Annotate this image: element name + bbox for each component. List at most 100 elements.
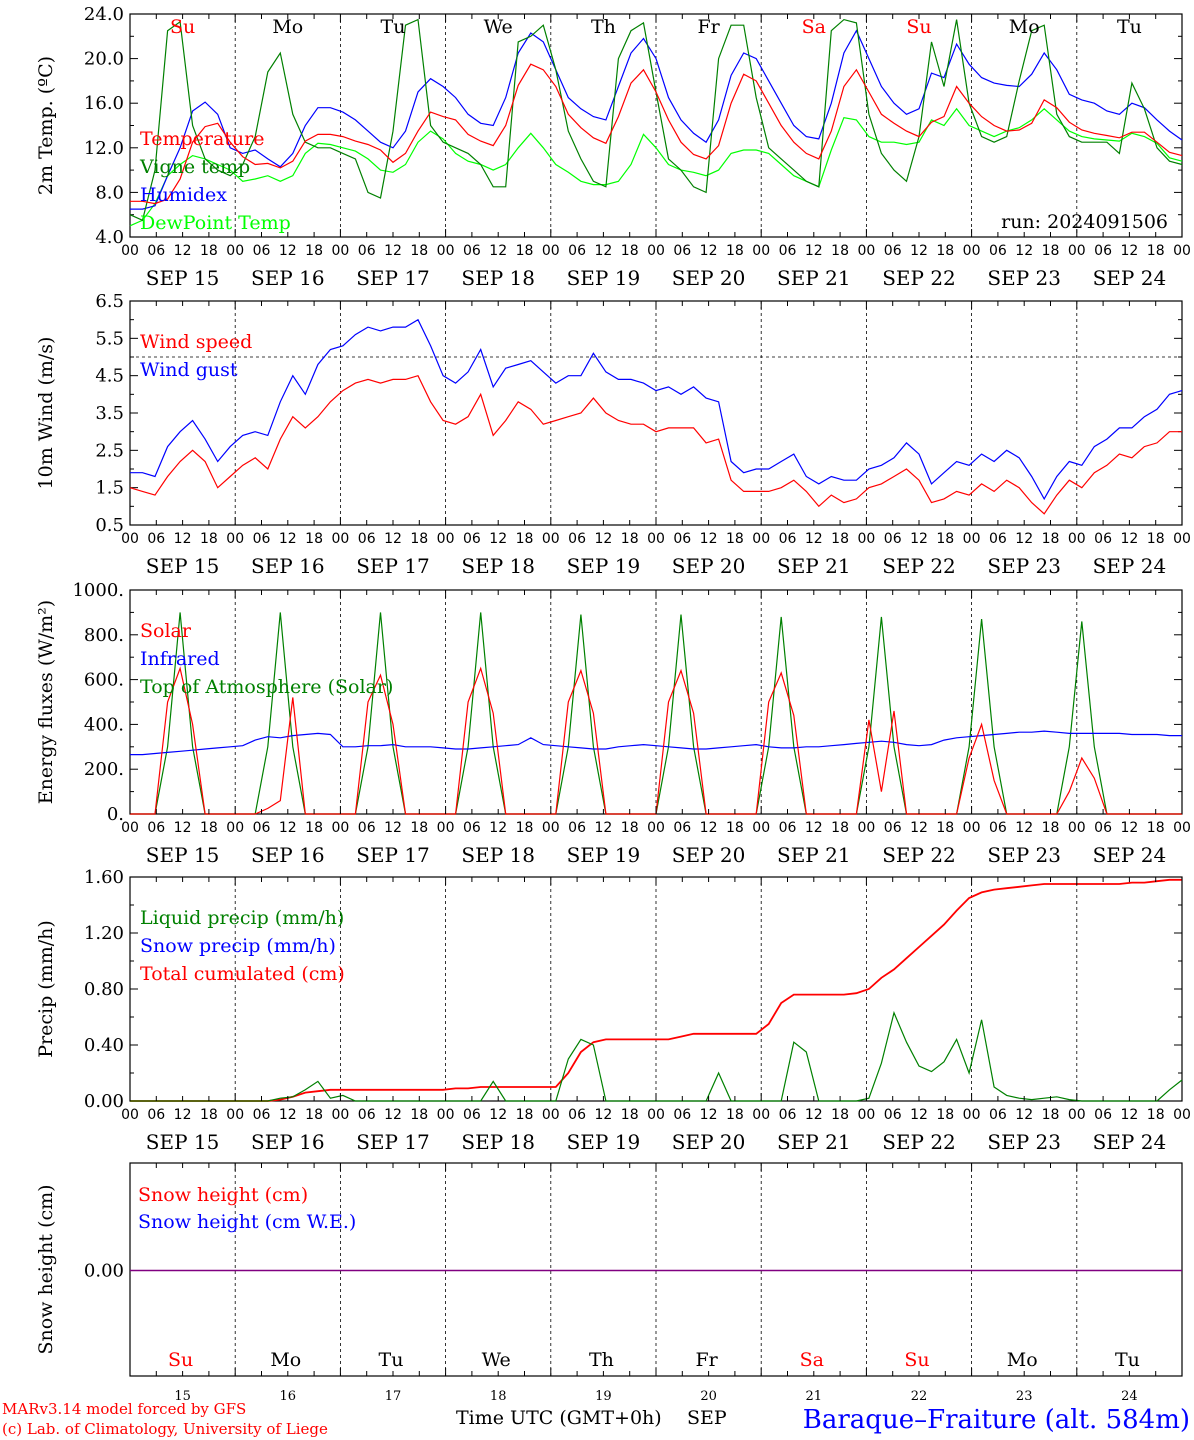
day-name-top: Tu [381,16,406,38]
date-label: SEP 22 [882,266,956,290]
hour-tick-label: 18 [305,1107,323,1123]
y-tick-label: 200. [84,759,124,780]
hour-tick-label: 00 [1173,243,1191,259]
hour-tick-label: 06 [463,243,481,259]
hour-tick-label: 12 [1120,820,1138,836]
hour-tick-label: 06 [884,531,902,547]
bottom-day-number: 16 [280,1389,297,1404]
hour-tick-label: 12 [805,820,823,836]
hour-tick-label: 18 [1042,820,1060,836]
date-label: SEP 18 [461,843,535,867]
day-name-top: Tu [1117,16,1142,38]
hour-tick-label: 18 [936,820,954,836]
y-tick-label: 1.20 [84,923,124,944]
hour-tick-label: 00 [331,1107,349,1123]
copyright: (c) Lab. of Climatology, University of L… [2,1420,328,1438]
hour-tick-label: 06 [884,820,902,836]
series-line-infrared [130,730,1182,756]
day-name-bottom: We [482,1349,511,1371]
hour-tick-label: 00 [437,243,455,259]
date-label: SEP 21 [777,1130,851,1154]
hour-tick-label: 06 [253,531,271,547]
legend-entry: DewPoint Temp [140,212,291,234]
date-label: SEP 17 [356,1130,430,1154]
panel-4 [129,876,1183,1102]
day-name-bottom: Tu [379,1349,404,1371]
hour-tick-label: 06 [358,531,376,547]
hour-tick-label: 18 [410,243,428,259]
date-label: SEP 22 [882,554,956,578]
hour-tick-label: 06 [673,243,691,259]
hour-tick-label: 12 [594,820,612,836]
y-tick-label: 5.5 [95,328,124,349]
hour-tick-label: 06 [989,243,1007,259]
hour-tick-label: 00 [647,243,665,259]
month-label: SEP [687,1407,727,1429]
y-tick-label: 0. [107,804,124,825]
hour-tick-label: 00 [1173,1107,1191,1123]
date-label: SEP 15 [146,266,220,290]
y-axis-label: Energy fluxes (W/m²) [35,600,57,804]
y-tick-label: 8.0 [95,182,124,203]
hour-tick-label: 12 [700,820,718,836]
hour-tick-label: 06 [779,531,797,547]
bottom-day-number: 22 [911,1389,928,1404]
legend-entry: Snow precip (mm/h) [140,935,336,957]
date-label: SEP 17 [356,266,430,290]
hour-tick-label: 00 [647,531,665,547]
hour-tick-label: 00 [857,531,875,547]
day-name-bottom: Mo [270,1349,301,1371]
hour-tick-label: 12 [279,1107,297,1123]
hour-tick-label: 12 [174,531,192,547]
hour-tick-label: 00 [542,1107,560,1123]
hour-tick-label: 12 [489,820,507,836]
bottom-day-number: 18 [490,1389,507,1404]
x-axis-label: Time UTC (GMT+0h) [456,1407,662,1429]
date-label: SEP 18 [461,554,535,578]
hour-tick-label: 18 [726,531,744,547]
hour-tick-label: 06 [253,1107,271,1123]
hour-tick-label: 00 [1068,243,1086,259]
hour-tick-label: 00 [1068,531,1086,547]
bottom-day-number: 21 [806,1389,823,1404]
day-name-bottom: Sa [800,1349,824,1371]
hour-tick-label: 00 [437,1107,455,1123]
hour-tick-label: 18 [726,243,744,259]
day-name-top: Su [906,16,931,38]
hour-tick-label: 06 [358,820,376,836]
day-name-top: Th [591,16,616,38]
day-name-bottom: Mo [1007,1349,1038,1371]
hour-tick-label: 12 [1015,1107,1033,1123]
legend-entry: Temperature [140,128,264,150]
date-label: SEP 23 [987,1130,1061,1154]
hour-tick-label: 00 [121,820,139,836]
hour-tick-label: 18 [305,820,323,836]
bottom-day-number: 24 [1121,1389,1138,1404]
hour-tick-label: 18 [1042,243,1060,259]
day-name-top: Mo [272,16,303,38]
hour-tick-label: 06 [463,1107,481,1123]
series-line-total-cumulated-cm- [130,878,1182,1102]
y-tick-label: 20.0 [84,49,124,70]
y-tick-label: 800. [84,625,124,646]
hour-tick-label: 18 [621,243,639,259]
hour-tick-label: 06 [1094,1107,1112,1123]
panel-frame [129,13,1183,238]
y-tick-label: 12.0 [84,138,124,159]
day-name-top: We [484,16,513,38]
hour-tick-label: 18 [200,820,218,836]
date-label: SEP 21 [777,843,851,867]
run-label: run: 2024091506 [1001,211,1168,233]
y-tick-label: 0.80 [84,979,124,1000]
hour-tick-label: 12 [910,531,928,547]
hour-tick-label: 06 [463,531,481,547]
hour-tick-label: 06 [884,243,902,259]
y-tick-label: 24.0 [84,4,124,25]
hour-tick-label: 18 [831,1107,849,1123]
hour-tick-label: 06 [358,1107,376,1123]
hour-tick-label: 18 [621,531,639,547]
date-label: SEP 21 [777,266,851,290]
series-line-wind-gust [130,318,1183,501]
legend-entry: Vigne temp [139,156,250,178]
legend-entry: Liquid precip (mm/h) [140,907,344,929]
